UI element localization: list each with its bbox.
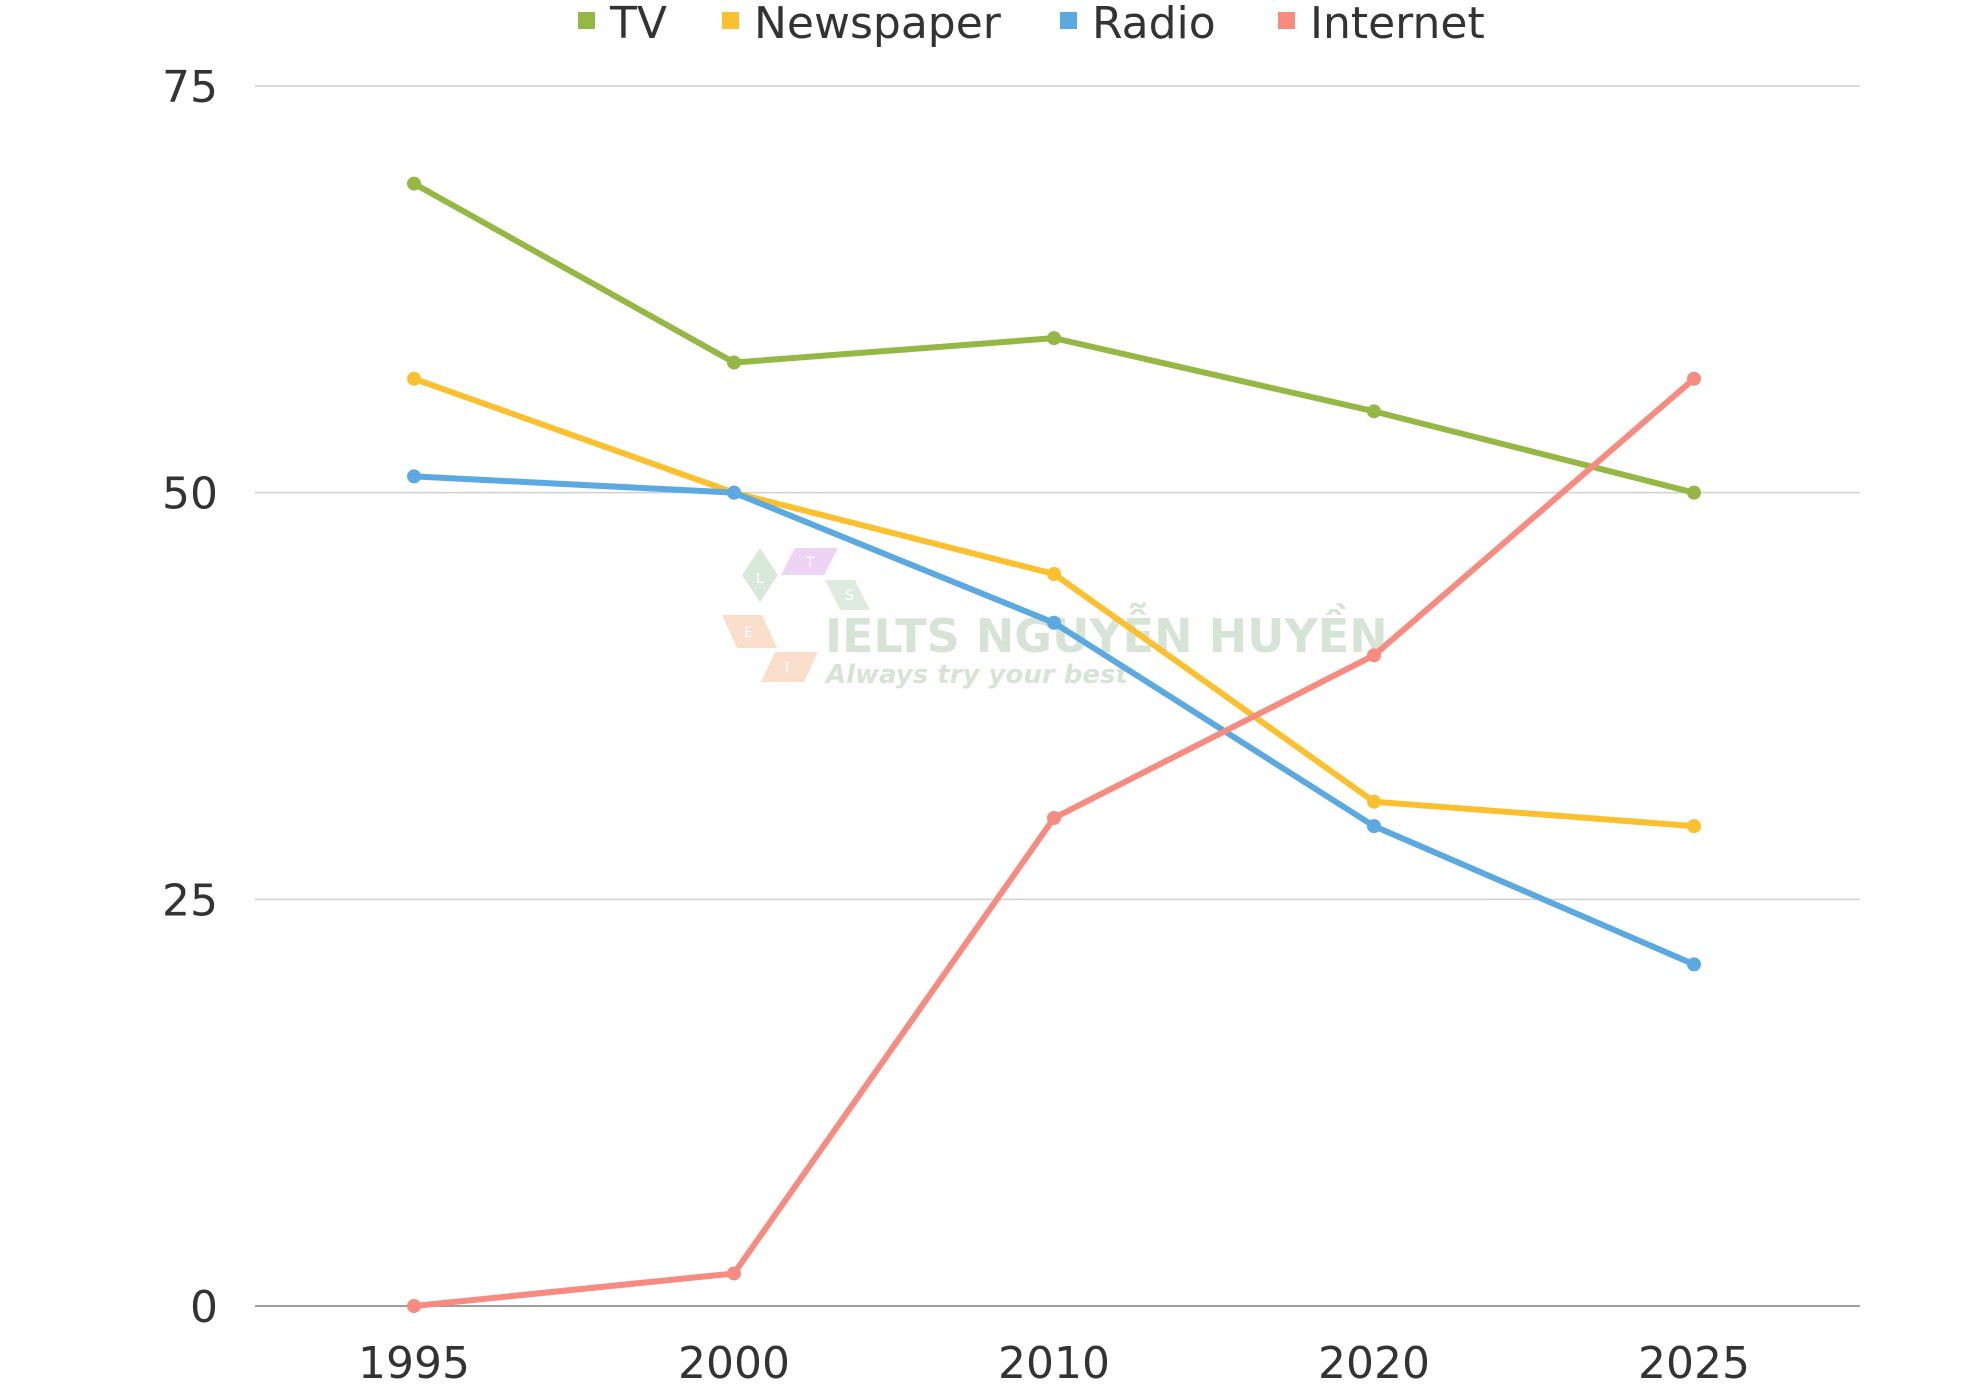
data-point — [727, 1266, 741, 1281]
series-line — [411, 375, 1697, 1309]
data-point — [407, 176, 421, 191]
x-tick-label: 2020 — [1318, 1338, 1430, 1389]
legend-item: TV — [578, 0, 667, 49]
watermark-shape-e — [722, 615, 777, 648]
watermark-letter: L — [756, 571, 764, 587]
watermark-logo: L T S E I IELTS NGUYỄN HUYỀN Always try … — [722, 548, 1388, 690]
data-point — [1367, 819, 1381, 834]
data-point — [1367, 794, 1381, 809]
legend-item: Internet — [1278, 0, 1485, 49]
data-point — [1047, 331, 1061, 346]
watermark-letter: T — [805, 555, 815, 571]
legend-swatch — [722, 12, 739, 29]
data-point — [1687, 485, 1701, 500]
legend-swatch — [1060, 12, 1077, 29]
data-point — [1367, 648, 1381, 663]
data-point — [727, 355, 741, 370]
x-tick-label: 2010 — [998, 1338, 1110, 1389]
legend-label: Newspaper — [754, 0, 1002, 49]
watermark-letter: S — [845, 588, 854, 604]
watermark-letter: E — [744, 625, 753, 641]
data-point — [407, 371, 421, 386]
x-tick-label: 1995 — [358, 1338, 470, 1389]
legend-swatch — [1278, 12, 1295, 29]
legend-label: Radio — [1092, 0, 1216, 49]
legend-item: Newspaper — [722, 0, 1002, 49]
x-tick-label: 2000 — [678, 1338, 790, 1389]
watermark-subtitle: Always try your best — [824, 660, 1129, 690]
data-point — [1687, 371, 1701, 386]
y-tick-label: 75 — [162, 62, 218, 113]
watermark-shape-t — [781, 548, 838, 575]
data-point — [1047, 567, 1061, 581]
data-point — [1047, 615, 1061, 630]
series — [407, 176, 1701, 1313]
data-point — [727, 485, 741, 500]
data-point — [1687, 819, 1701, 834]
axes: 0 25 50 75 1995 2000 2010 2020 2025 — [162, 62, 1750, 1389]
y-tick-label: 50 — [162, 469, 218, 520]
watermark-shape-i — [761, 652, 818, 682]
watermark-shape-l — [742, 548, 778, 602]
watermark-letter: I — [785, 660, 789, 676]
y-tick-label: 25 — [162, 875, 218, 926]
gridlines — [255, 85, 1860, 1307]
legend-item: Radio — [1060, 0, 1216, 49]
legend-label: TV — [609, 0, 667, 49]
y-tick-label: 0 — [190, 1282, 218, 1333]
legend-label: Internet — [1310, 0, 1485, 49]
x-tick-label: 2025 — [1638, 1338, 1750, 1389]
data-point — [1687, 957, 1701, 972]
watermark-shape-s — [825, 580, 870, 610]
series-newspaper — [407, 371, 1701, 834]
legend: TV Newspaper Radio Internet — [578, 0, 1485, 49]
series-radio — [407, 469, 1701, 972]
data-point — [1367, 404, 1381, 419]
series-line — [411, 473, 1697, 968]
series-tv — [407, 176, 1701, 500]
data-point — [407, 469, 421, 484]
data-point — [407, 1299, 421, 1313]
data-point — [1047, 811, 1061, 825]
series-internet — [407, 371, 1701, 1313]
legend-swatch — [578, 12, 595, 29]
